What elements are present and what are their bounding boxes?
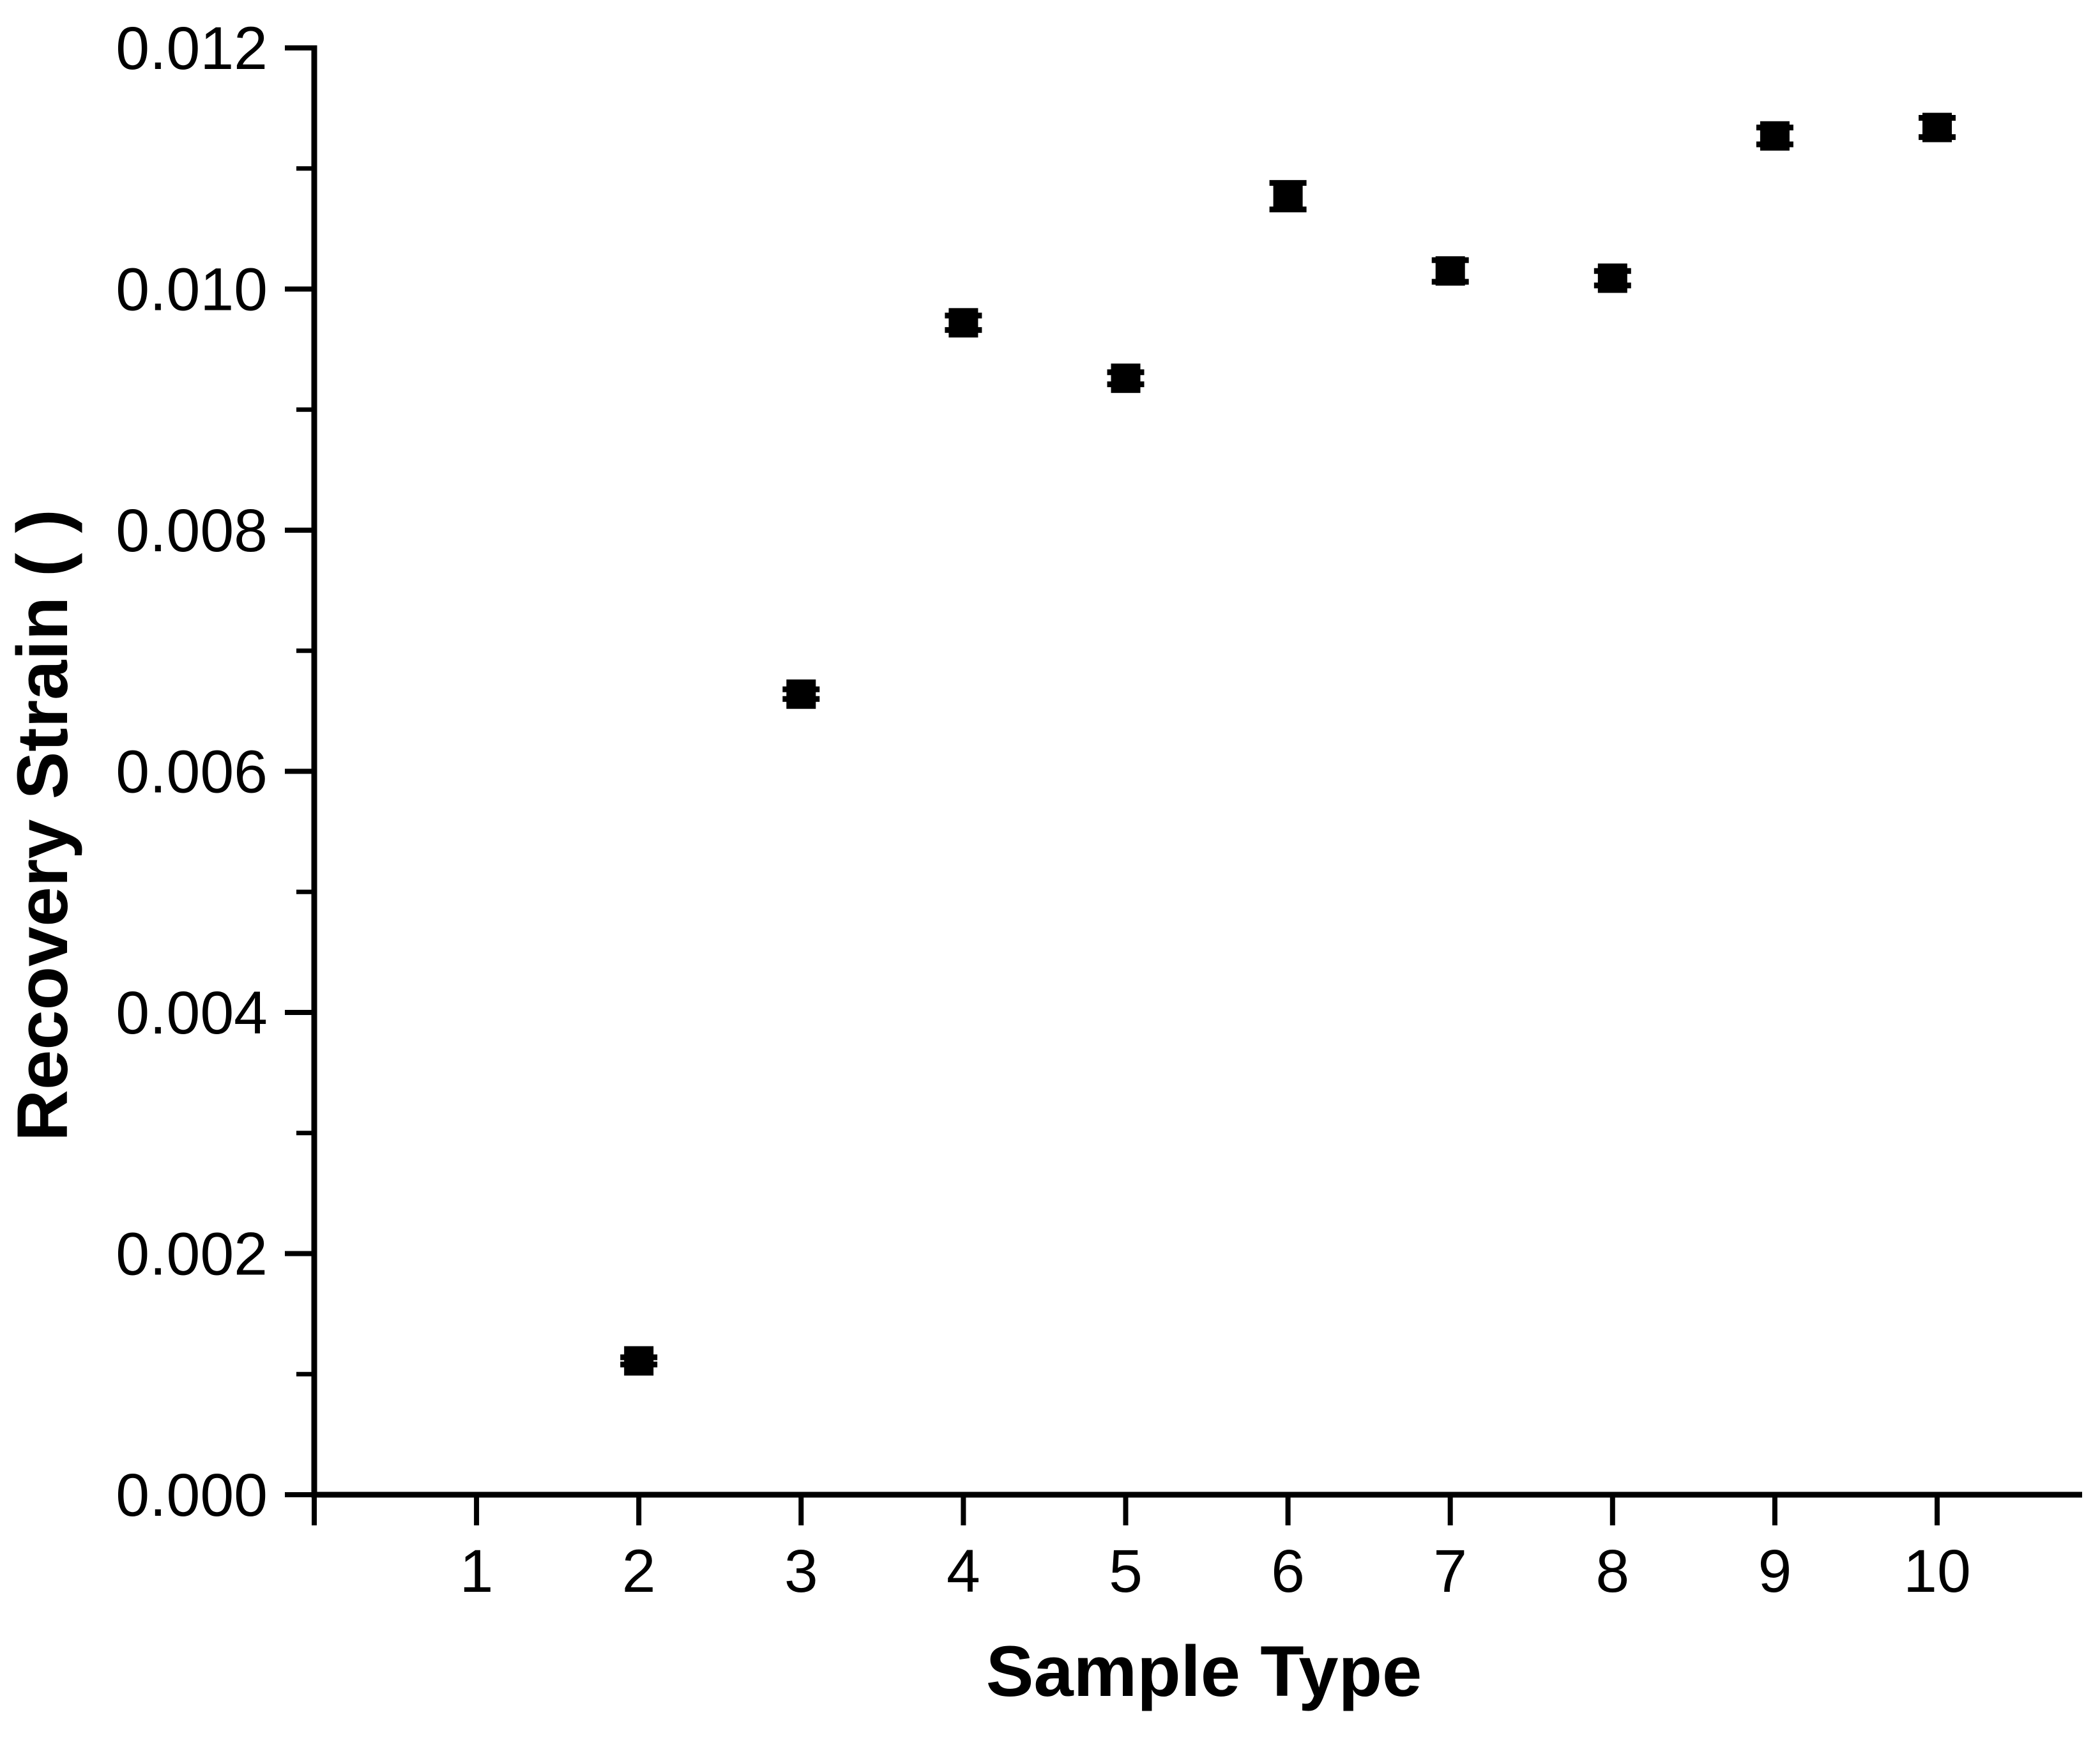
x-tick-label: 9 xyxy=(1758,1538,1792,1605)
x-tick-label: 8 xyxy=(1595,1538,1629,1605)
y-tick-label: 0.002 xyxy=(116,1221,268,1288)
data-point-marker xyxy=(1435,256,1465,286)
x-tick-label: 10 xyxy=(1903,1538,1971,1605)
y-tick-label: 0.012 xyxy=(116,15,268,82)
y-tick-label: 0.006 xyxy=(116,738,268,806)
y-tick-label: 0.004 xyxy=(116,979,268,1047)
x-tick-label: 4 xyxy=(947,1538,980,1605)
data-point-marker xyxy=(1760,121,1790,151)
x-tick-label: 2 xyxy=(622,1538,656,1605)
data-point-marker xyxy=(1273,181,1303,211)
plot-area: 0.000 0.002 0.004 0.006 0.008 0.010 0.012 1 2 3 4 5… xyxy=(116,15,2082,1605)
y-axis-title: Recovery Strain ( ) xyxy=(3,509,82,1141)
data-point-marker xyxy=(1922,112,1952,142)
data-point-marker xyxy=(1111,363,1141,393)
data-point-marker xyxy=(786,679,816,709)
x-tick-label: 6 xyxy=(1271,1538,1305,1605)
y-tick-label: 0.008 xyxy=(116,497,268,565)
y-tick-label: 0.010 xyxy=(116,256,268,324)
y-tick-label: 0.000 xyxy=(116,1461,268,1529)
x-tick-label: 3 xyxy=(784,1538,818,1605)
x-axis-title: Sample Type xyxy=(986,1631,1422,1711)
data-point-marker xyxy=(948,308,978,338)
data-point-marker xyxy=(1597,263,1627,293)
x-tick-label: 5 xyxy=(1109,1538,1143,1605)
x-tick-label: 1 xyxy=(460,1538,494,1605)
x-tick-label: 7 xyxy=(1433,1538,1467,1605)
data-point-marker xyxy=(624,1346,654,1376)
